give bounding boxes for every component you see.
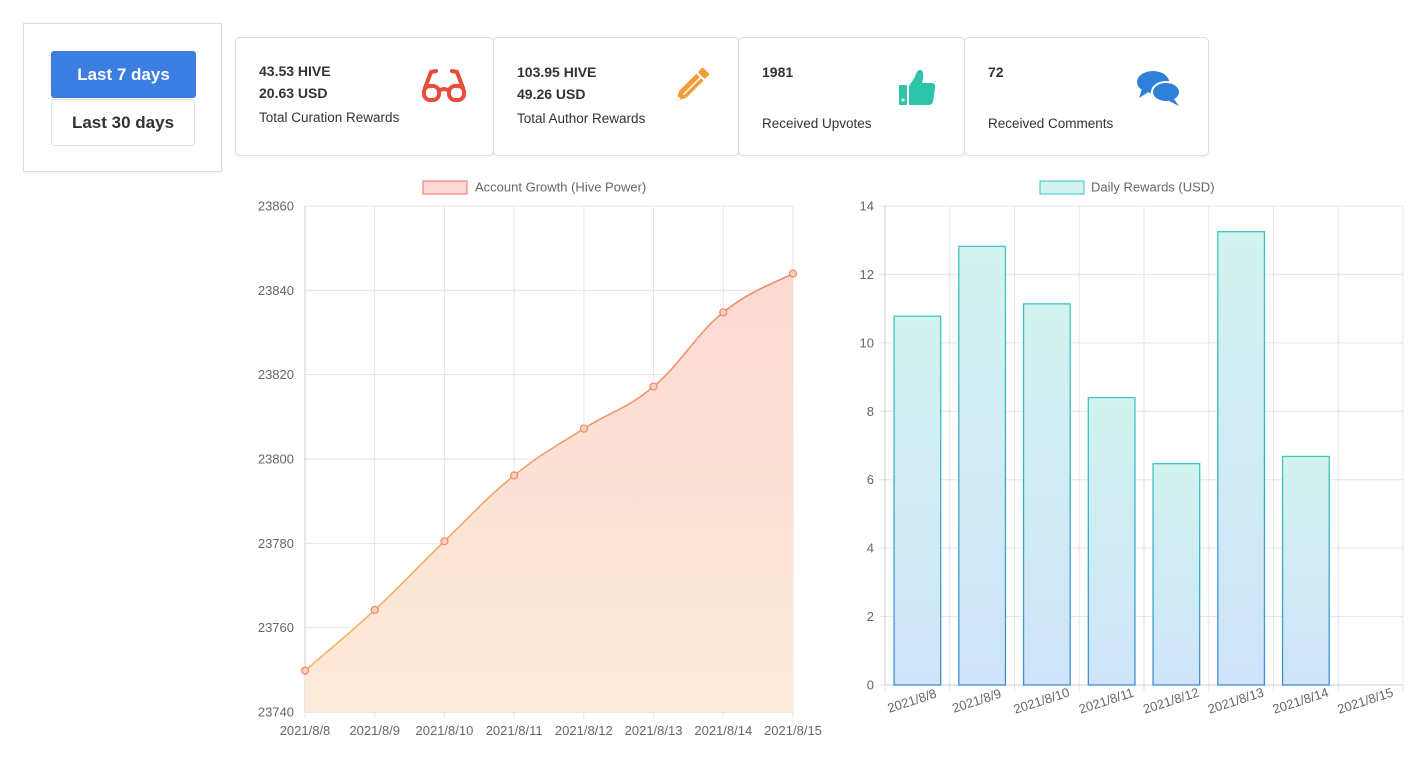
curation-hive-value: 43.53 HIVE [259,63,331,79]
legend-label: Account Growth (Hive Power) [475,180,646,195]
data-point [579,424,589,433]
data-point [300,666,310,675]
legend-swatch [422,180,468,195]
x-tick-label: 2021/8/8 [280,723,331,738]
data-point [440,537,449,546]
bar [893,315,942,686]
y-tick-label: 23760 [258,620,294,635]
x-tick-label: 2021/8/9 [349,723,400,738]
y-tick-label: 23840 [258,283,294,298]
data-point [788,269,798,278]
date-range-selector: Last 7 days Last 30 days [23,23,222,172]
series-line [304,272,794,672]
x-tick-label: 2021/8/10 [416,723,474,738]
bar [1022,303,1071,686]
y-tick-label: 12 [860,267,874,282]
comments-label: Received Comments [988,116,1114,131]
legend-swatch [1039,180,1085,195]
x-tick-label: 2021/8/15 [1335,685,1395,717]
x-tick-label: 2021/8/12 [1141,685,1201,717]
y-tick-label: 23800 [258,452,294,467]
last-7-days-button[interactable]: Last 7 days [51,51,196,98]
upvotes-label: Received Upvotes [762,116,872,131]
y-tick-label: 14 [860,199,874,214]
upvotes-value: 1981 [762,64,794,80]
comments-icon [1137,71,1181,106]
bar [1087,396,1136,686]
data-point [649,382,658,391]
upvotes-card: 1981 Received Upvotes [738,37,965,156]
y-tick-label: 2 [867,609,874,624]
y-tick-label: 23780 [258,536,294,551]
author-hive-value: 103.95 HIVE [517,64,597,80]
glasses-icon [422,69,466,102]
author-usd-value: 49.26 USD [517,86,586,102]
y-tick-label: 6 [867,472,874,487]
bar [1217,231,1266,686]
curation-label: Total Curation Rewards [259,110,400,125]
comments-value: 72 [988,64,1004,80]
account-growth-chart: Account Growth (Hive Power) 23740 23760 237… [258,180,822,739]
x-tick-label: 2021/8/13 [1206,685,1266,717]
x-tick-label: 2021/8/11 [1077,685,1136,717]
x-tick-label: 2021/8/13 [625,723,683,738]
bar [1281,455,1330,686]
author-rewards-card: 103.95 HIVE 49.26 USD Total Author Rewar… [493,37,739,156]
legend-label: Daily Rewards (USD) [1091,180,1215,195]
y-tick-label: 23860 [258,199,294,214]
thumbs-up-icon [899,69,936,105]
bar [958,245,1007,686]
bar [1152,462,1201,686]
data-point [509,471,519,480]
y-tick-label: 0 [867,678,874,693]
daily-rewards-chart: Daily Rewards (USD) 0 2 4 6 8 10 12 14 2021/8/8 20… [860,180,1404,717]
last-30-days-button[interactable]: Last 30 days [51,99,195,146]
curation-usd-value: 20.63 USD [259,85,328,101]
y-tick-label: 4 [867,541,874,556]
data-point [370,605,379,615]
x-tick-label: 2021/8/14 [1271,685,1331,717]
comments-card: 72 Received Comments [964,37,1209,156]
y-tick-label: 8 [867,404,874,419]
x-tick-label: 2021/8/11 [486,723,543,738]
data-point [719,308,728,317]
author-label: Total Author Rewards [517,111,646,126]
y-tick-label: 23740 [258,705,294,720]
x-tick-label: 2021/8/9 [950,686,1003,716]
x-tick-label: 2021/8/10 [1012,685,1072,717]
x-tick-label: 2021/8/8 [886,686,939,716]
x-tick-label: 2021/8/14 [694,723,752,738]
y-tick-label: 10 [860,335,874,350]
x-tick-label: 2021/8/15 [764,723,822,738]
pencil-icon [675,67,710,102]
area-fill [305,273,793,712]
curation-rewards-card: 43.53 HIVE 20.63 USD Total Curation Rewa… [235,37,494,156]
x-tick-label: 2021/8/12 [555,723,613,738]
y-tick-label: 23820 [258,367,294,382]
